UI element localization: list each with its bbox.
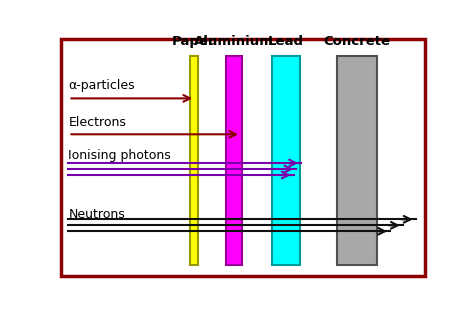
Bar: [272, 57, 300, 265]
Text: Concrete: Concrete: [323, 35, 390, 48]
Bar: [190, 57, 198, 265]
Text: Ionising photons: Ionising photons: [68, 149, 171, 162]
Text: Neutrons: Neutrons: [68, 208, 125, 221]
Text: α-particles: α-particles: [68, 79, 135, 92]
Text: Aluminium: Aluminium: [194, 35, 274, 48]
Text: Paper: Paper: [172, 35, 216, 48]
Text: Lead: Lead: [268, 35, 304, 48]
Text: Electrons: Electrons: [68, 116, 126, 129]
Bar: [227, 57, 242, 265]
Bar: [337, 57, 377, 265]
